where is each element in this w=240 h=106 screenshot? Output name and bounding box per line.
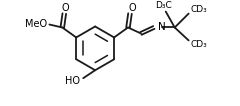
Text: MeO: MeO [25, 19, 48, 29]
Text: CD₃: CD₃ [190, 5, 207, 14]
Text: HO: HO [65, 76, 80, 86]
Text: O: O [61, 3, 69, 13]
Text: N: N [158, 22, 166, 32]
Text: D₃C: D₃C [156, 1, 172, 10]
Text: CD₃: CD₃ [190, 40, 207, 49]
Text: O: O [128, 3, 136, 13]
